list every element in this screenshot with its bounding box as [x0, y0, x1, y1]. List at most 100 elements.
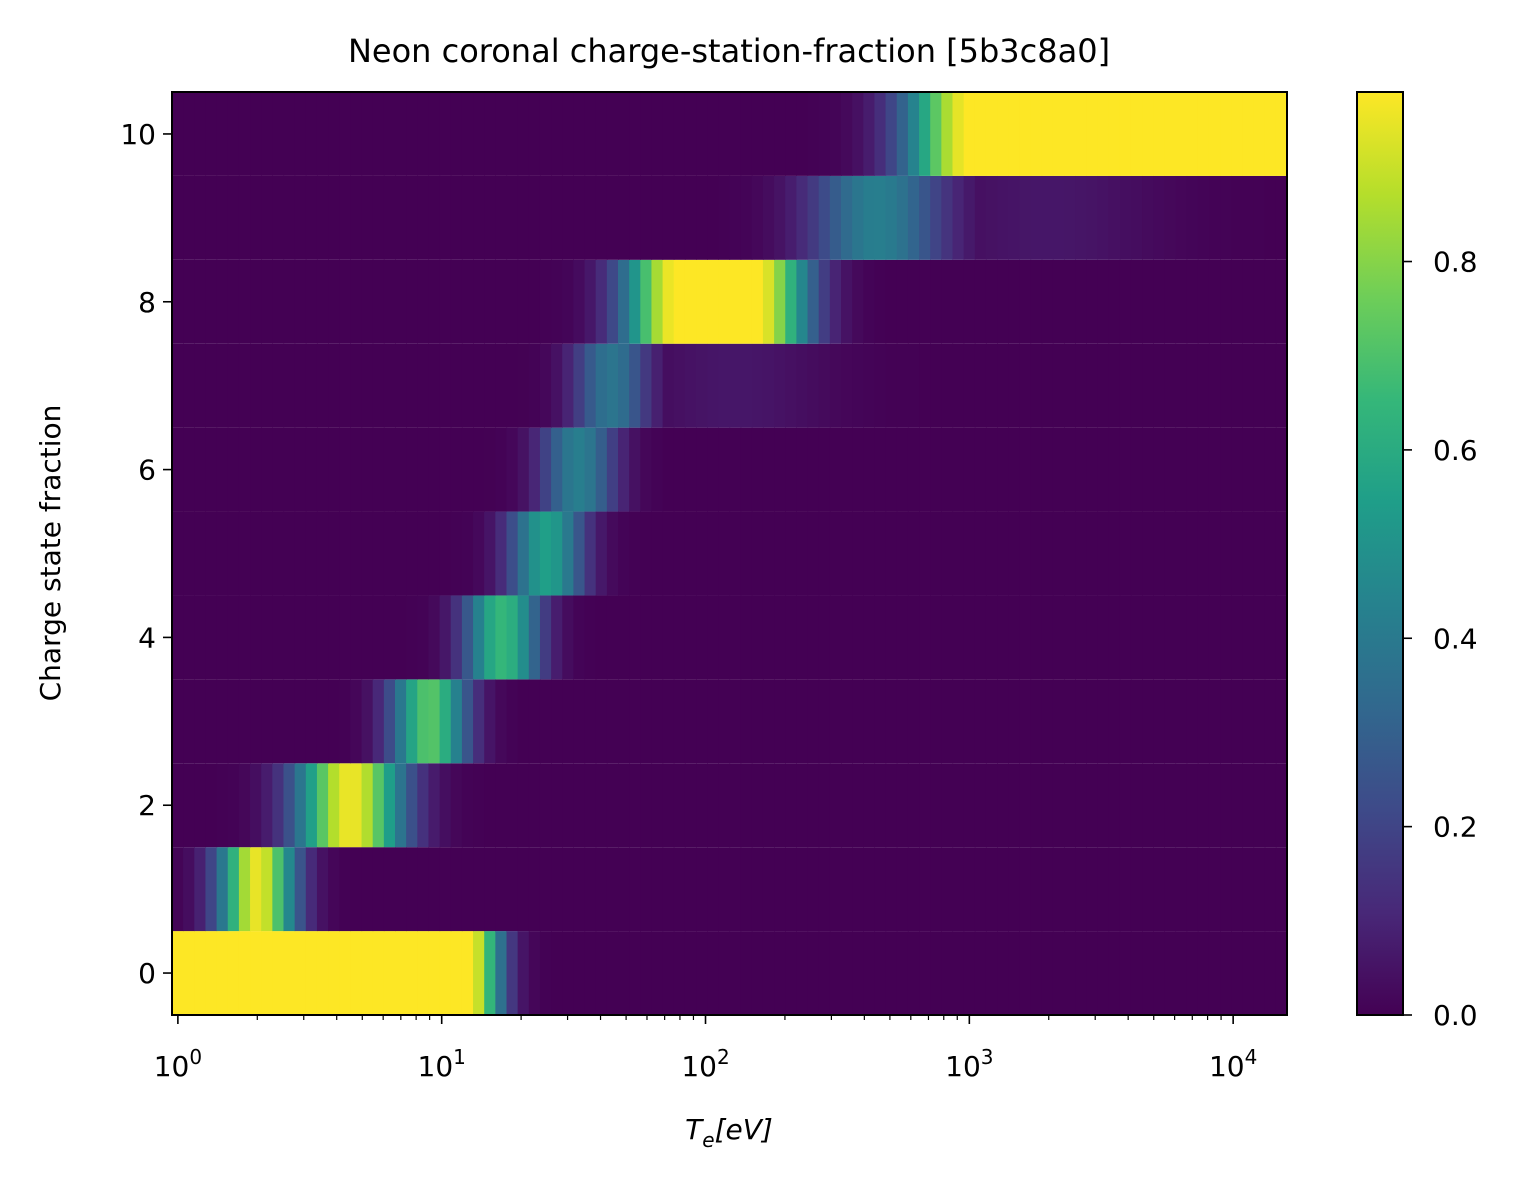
heatmap-cell — [595, 92, 608, 176]
heatmap-cell — [227, 931, 240, 1015]
heatmap-cell — [506, 511, 519, 596]
heatmap-cell — [294, 92, 307, 176]
heatmap-cell — [1086, 763, 1099, 848]
heatmap-cell — [272, 511, 285, 596]
heatmap — [172, 92, 1288, 1015]
heatmap-cell — [439, 847, 452, 932]
heatmap-cell — [450, 92, 463, 176]
heatmap-cell — [618, 679, 630, 764]
heatmap-cell — [573, 92, 586, 176]
heatmap-cell — [1175, 847, 1188, 932]
heatmap-cell — [651, 427, 664, 512]
heatmap-cell — [718, 92, 731, 176]
heatmap-cell — [896, 175, 909, 260]
heatmap-cell — [1220, 679, 1232, 764]
heatmap-cell — [1041, 511, 1054, 596]
heatmap-cell — [1041, 595, 1054, 680]
heatmap-cell — [907, 427, 920, 512]
heatmap-cell — [1008, 679, 1020, 764]
heatmap-cell — [718, 679, 731, 764]
heatmap-cell — [640, 92, 653, 176]
heatmap-cell — [1008, 259, 1020, 344]
heatmap-cell — [829, 259, 842, 344]
heatmap-cell — [974, 427, 987, 512]
heatmap-cell — [930, 679, 942, 764]
heatmap-cell — [729, 595, 742, 680]
heatmap-cell — [1019, 595, 1032, 680]
heatmap-cell — [1264, 847, 1277, 932]
heatmap-cell — [941, 763, 954, 848]
heatmap-cell — [1186, 595, 1199, 680]
heatmap-cell — [1253, 679, 1266, 764]
heatmap-cell — [205, 931, 218, 1015]
heatmap-cell — [539, 763, 552, 848]
heatmap-cell — [1064, 763, 1076, 848]
heatmap-cell — [896, 763, 909, 848]
heatmap-cell — [506, 763, 519, 848]
colorbar-axis: 0.0 0.2 0.4 0.6 0.8 — [1403, 246, 1478, 1032]
heatmap-cell — [227, 175, 240, 260]
heatmap-cell — [740, 763, 753, 848]
heatmap-cell — [740, 259, 753, 344]
heatmap-cell — [484, 595, 496, 680]
heatmap-cell — [1231, 847, 1243, 932]
heatmap-cell — [573, 427, 586, 512]
heatmap-cell — [885, 92, 898, 176]
heatmap-cell — [205, 92, 218, 176]
heatmap-cell — [1052, 511, 1065, 596]
heatmap-cell — [1153, 427, 1165, 512]
heatmap-cell — [372, 763, 385, 848]
heatmap-cell — [829, 175, 842, 260]
heatmap-cell — [885, 595, 898, 680]
heatmap-cell — [339, 259, 351, 344]
heatmap-cell — [841, 763, 853, 848]
heatmap-cell — [1208, 427, 1221, 512]
heatmap-cell — [238, 763, 251, 848]
heatmap-cell — [696, 847, 708, 932]
heatmap-cell — [885, 847, 898, 932]
heatmap-cell — [539, 343, 552, 428]
heatmap-cell — [1086, 427, 1099, 512]
heatmap-cell — [350, 259, 363, 344]
heatmap-cell — [1186, 763, 1199, 848]
heatmap-cell — [517, 763, 530, 848]
heatmap-cell — [1242, 847, 1255, 932]
heatmap-cell — [1264, 763, 1277, 848]
heatmap-cell — [272, 175, 285, 260]
heatmap-cell — [1275, 427, 1288, 512]
heatmap-cell — [1097, 259, 1110, 344]
heatmap-cell — [885, 427, 898, 512]
heatmap-cell — [595, 259, 608, 344]
heatmap-cell — [584, 763, 597, 848]
heatmap-cell — [328, 931, 340, 1015]
heatmap-cell — [372, 511, 385, 596]
heatmap-cell — [450, 175, 463, 260]
heatmap-cell — [963, 92, 976, 176]
heatmap-cell — [551, 595, 563, 680]
heatmap-cell — [250, 92, 262, 176]
heatmap-cell — [1275, 92, 1288, 176]
heatmap-cell — [283, 595, 296, 680]
heatmap-cell — [1119, 595, 1132, 680]
heatmap-cell — [272, 259, 285, 344]
heatmap-cell — [774, 595, 786, 680]
heatmap-cell — [974, 511, 987, 596]
heatmap-cell — [1242, 343, 1255, 428]
heatmap-cell — [673, 427, 686, 512]
heatmap-cell — [1220, 931, 1232, 1015]
colorbar — [1356, 91, 1404, 1016]
heatmap-cell — [807, 92, 820, 176]
heatmap-cell — [651, 595, 664, 680]
heatmap-cell — [238, 427, 251, 512]
heatmap-cell — [350, 847, 363, 932]
heatmap-cell — [640, 343, 653, 428]
heatmap-cell — [751, 763, 764, 848]
colorbar-tick-label: 0.8 — [1433, 246, 1478, 279]
heatmap-cell — [740, 679, 753, 764]
heatmap-cell — [1264, 679, 1277, 764]
heatmap-cell — [1220, 763, 1232, 848]
heatmap-cell — [740, 511, 753, 596]
heatmap-cell — [629, 427, 641, 512]
heatmap-cell — [573, 175, 586, 260]
heatmap-cell — [172, 595, 184, 680]
